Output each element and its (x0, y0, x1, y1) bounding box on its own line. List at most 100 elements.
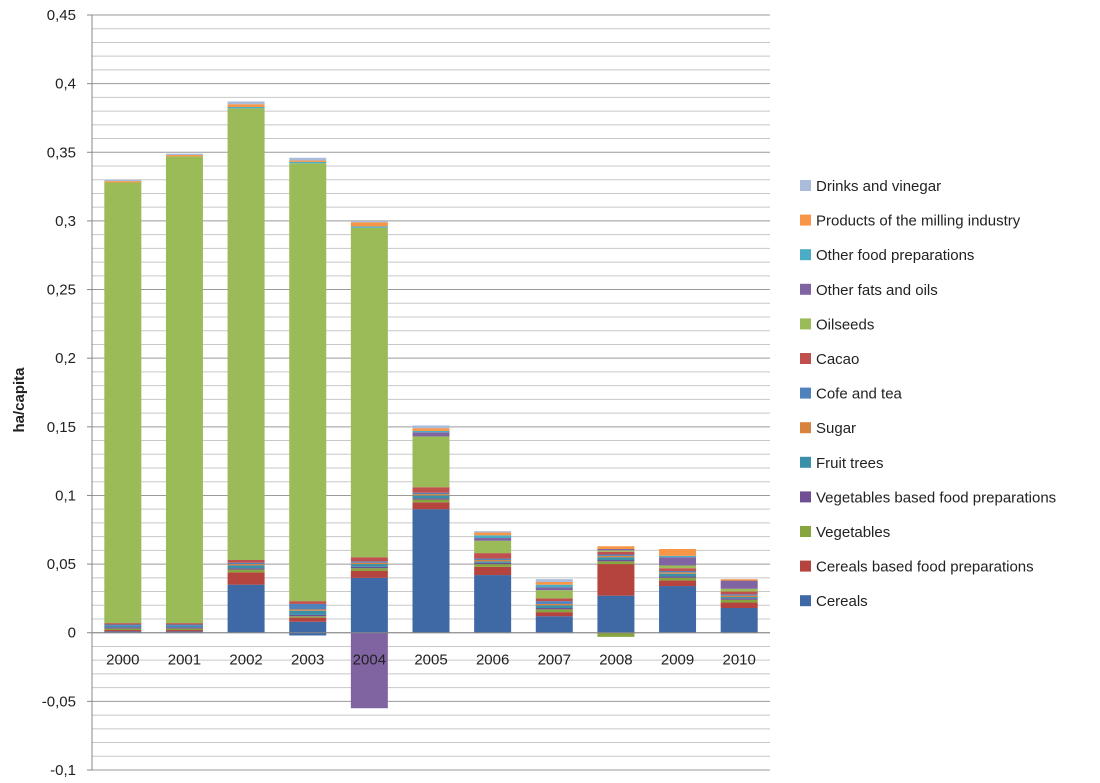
bar-segment (597, 595, 635, 633)
bar-segment (165, 155, 203, 157)
bar-segment (227, 101, 265, 105)
axes: -0,1 -0,05 0 0,05 0,1 0,15 0,2 0,25 0,3 0,35 0,4 0,… (42, 7, 770, 779)
bar-segment (227, 562, 265, 565)
bar-segment (227, 572, 265, 585)
bar-segment (412, 499, 450, 503)
bar-segment (535, 616, 573, 633)
y-tick-label: 0,25 (47, 282, 76, 299)
bar-segment (412, 432, 450, 437)
bar-segment (412, 494, 450, 496)
bar-segment (474, 575, 512, 633)
legend-swatch (800, 180, 811, 191)
bar-segment (104, 629, 142, 632)
y-axis-title: ha/capita (11, 367, 28, 433)
legend-swatch (800, 456, 811, 468)
y-tick-label: 0 (68, 625, 76, 642)
bar-segment (720, 608, 758, 633)
bar-segment (659, 586, 697, 633)
bar-segment (227, 559, 265, 563)
bar-segment (227, 564, 265, 566)
bar-segment (474, 540, 512, 554)
bar-segment (412, 425, 450, 429)
bar-segment (350, 564, 388, 567)
bar-segment (474, 538, 512, 541)
bar-segment (412, 492, 450, 495)
bar-segment (350, 220, 388, 223)
bar-segment (289, 609, 327, 611)
legend-swatch (800, 214, 811, 226)
bar-segment (474, 559, 512, 562)
bar-segment (474, 564, 512, 567)
bar-segment (350, 561, 388, 563)
bar-segment (104, 628, 142, 630)
bar-segment (597, 550, 635, 552)
bar-segment (289, 616, 327, 618)
bar-segment (474, 561, 512, 563)
bar-segment (720, 594, 758, 596)
bar-segment (104, 625, 142, 628)
y-tick-label: 0,2 (55, 350, 76, 367)
bars (104, 101, 758, 709)
legend-label: Vegetables based food preparations (816, 489, 1056, 506)
bar-segment (165, 623, 203, 625)
bar-segment (289, 161, 327, 164)
bar-segment (597, 564, 635, 596)
legend-label: Oilseeds (816, 316, 874, 333)
bar-segment (227, 565, 265, 569)
bar-segment (720, 595, 758, 598)
bar-segment (412, 498, 450, 500)
legend-label: Fruit trees (816, 455, 884, 472)
bar-segment (720, 588, 758, 592)
bar-segment (165, 628, 203, 630)
y-tick-label: 0,4 (55, 76, 76, 93)
bar-segment (535, 587, 573, 591)
legend-swatch (800, 353, 811, 364)
legend-swatch (800, 595, 811, 607)
bar-segment (350, 227, 388, 558)
bar-segment (474, 531, 512, 533)
bar-segment (104, 623, 142, 625)
bar-segment (720, 597, 758, 599)
x-tick-label: 2004 (353, 652, 386, 669)
x-tick-label: 2010 (722, 652, 755, 669)
x-tick-label: 2008 (599, 652, 632, 669)
x-tick-label: 2009 (661, 652, 694, 669)
bar-segment (659, 577, 697, 581)
legend: Drinks and vinegar Products of the millin… (800, 178, 1056, 610)
bar-segment (289, 610, 327, 615)
bar-segment (289, 603, 327, 610)
bar-segment (227, 104, 265, 107)
bar-segment (720, 580, 758, 589)
bar-segment (227, 108, 265, 560)
legend-swatch (800, 560, 811, 572)
bar-segment (659, 580, 697, 587)
y-tick-label: 0,15 (47, 419, 76, 436)
bar-segment (535, 579, 573, 582)
bar-segment (350, 562, 388, 565)
legend-swatch (800, 422, 811, 434)
bar-segment (597, 555, 635, 558)
bar-segment (350, 570, 388, 578)
bar-segment (289, 163, 327, 602)
bar-segment (350, 568, 388, 571)
bar-segment (412, 495, 450, 499)
bar-segment (412, 487, 450, 493)
bar-segment (412, 428, 450, 431)
bar-segment (350, 632, 388, 709)
bar-segment (597, 551, 635, 555)
legend-swatch (800, 526, 811, 537)
x-tick-label: 2007 (538, 652, 571, 669)
bar-segment (165, 153, 203, 156)
bar-segment (104, 624, 142, 626)
x-tick-label: 2006 (476, 652, 509, 669)
bar-segment (289, 160, 327, 162)
legend-label: Cereals based food preparations (816, 559, 1034, 576)
bar-segment (659, 555, 697, 558)
bar-segment (227, 568, 265, 570)
bar-segment (659, 576, 697, 578)
bar-segment (104, 182, 142, 624)
legend-swatch (800, 318, 811, 330)
x-tick-label: 2000 (106, 652, 139, 669)
bar-segment (350, 222, 388, 227)
bar-segment (535, 612, 573, 617)
